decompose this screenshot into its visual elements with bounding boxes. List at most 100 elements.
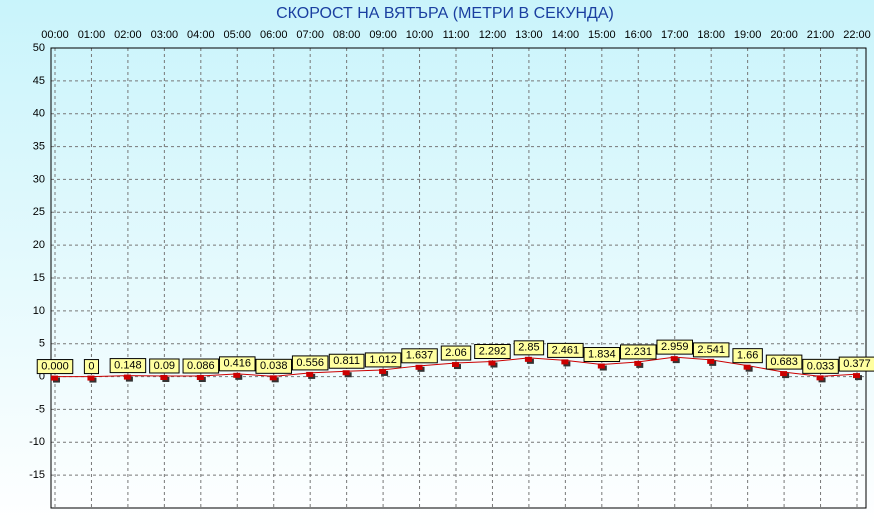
data-label-box [732, 348, 763, 364]
x-tick-label: 22:00 [843, 29, 871, 41]
data-label: 0.033 [802, 358, 839, 374]
data-label-text: 0.000 [41, 360, 69, 372]
data-label-text: 2.461 [552, 344, 580, 356]
marker [597, 363, 605, 369]
data-label: 0.000 [36, 359, 74, 375]
data-label-box [620, 344, 657, 360]
x-tick-label: 20:00 [770, 29, 798, 41]
data-label: 0.09 [149, 358, 180, 374]
marker [488, 360, 496, 366]
marker [379, 368, 387, 374]
marker [51, 375, 58, 381]
marker [634, 360, 642, 366]
y-tick-label: 40 [33, 108, 45, 120]
data-label-box [802, 358, 839, 374]
data-label: 0.086 [182, 358, 220, 374]
x-tick-label: 07:00 [296, 29, 324, 41]
marker [87, 375, 95, 381]
data-label-text: 0.556 [296, 357, 324, 369]
data-label-text: 0.086 [187, 360, 215, 372]
data-label-text: 2.541 [697, 344, 725, 356]
marker [196, 375, 204, 381]
x-tick-label: 08:00 [333, 29, 361, 41]
data-label: 2.85 [513, 340, 545, 356]
data-label-box [656, 339, 693, 355]
y-tick-label: 30 [33, 173, 45, 185]
y-tick-label: 50 [33, 42, 45, 54]
y-tick-label: 5 [39, 338, 45, 350]
x-tick-label: 21:00 [807, 29, 835, 41]
x-tick-label: 16:00 [625, 29, 653, 41]
data-label-text: 0 [88, 360, 94, 372]
y-tick-label: 0 [39, 370, 45, 382]
marker [123, 374, 131, 380]
data-label-box [513, 340, 545, 356]
x-tick-label: 05:00 [224, 29, 252, 41]
marker [524, 356, 532, 362]
x-tick-label: 14:00 [552, 29, 580, 41]
data-label: 2.959 [656, 339, 693, 355]
data-label-box [765, 354, 803, 370]
x-tick-label: 09:00 [369, 29, 397, 41]
data-label-box [291, 355, 329, 371]
marker [670, 356, 678, 362]
data-label-text: 0.038 [260, 360, 288, 372]
data-label-text: 0.148 [114, 360, 142, 372]
data-label-text: 0.033 [807, 360, 835, 372]
data-label: 2.461 [547, 342, 584, 358]
data-label-text: 1.012 [369, 354, 397, 366]
marker [160, 374, 168, 380]
data-label-box [328, 353, 365, 369]
data-label-box [401, 348, 438, 364]
data-label-box [219, 356, 256, 372]
data-label: 0.811 [328, 353, 365, 369]
data-label-text: 2.06 [445, 347, 466, 359]
y-tick-label: 20 [33, 239, 45, 251]
y-tick-label: 25 [33, 206, 45, 218]
data-label: 0.683 [765, 354, 803, 370]
data-label-text: 2.959 [661, 341, 689, 353]
data-label: 2.292 [474, 344, 511, 360]
x-tick-label: 01:00 [78, 29, 106, 41]
x-tick-label: 18:00 [697, 29, 725, 41]
x-tick-label: 13:00 [515, 29, 543, 41]
data-label: 0.148 [109, 358, 147, 374]
y-tick-label: -10 [29, 436, 45, 448]
data-label: 1.834 [583, 347, 621, 363]
marker [707, 358, 715, 364]
plot-frame [50, 47, 867, 509]
data-label-box [474, 344, 511, 360]
x-tick-label: 06:00 [260, 29, 288, 41]
data-label: 1.637 [401, 348, 438, 364]
data-label-text: 1.834 [588, 348, 616, 360]
marker [452, 362, 459, 368]
data-label-box [440, 345, 472, 361]
data-label: 2.231 [620, 344, 657, 360]
marker [233, 372, 241, 378]
marker [415, 364, 423, 370]
data-label: 2.541 [692, 342, 730, 358]
x-tick-label: 12:00 [479, 29, 507, 41]
data-label-text: 2.292 [479, 345, 507, 357]
data-label: 0 [83, 359, 100, 375]
y-tick-label: 35 [33, 140, 45, 152]
marker [853, 373, 860, 379]
x-tick-label: 19:00 [734, 29, 762, 41]
data-label-text: 0.416 [224, 358, 252, 370]
x-tick-label: 00:00 [41, 29, 69, 41]
x-tick-label: 02:00 [114, 29, 142, 41]
data-label-box [182, 358, 220, 374]
data-label-text: 0.09 [154, 360, 175, 372]
data-label: 0.556 [291, 355, 329, 371]
data-label-box [547, 342, 584, 358]
x-tick-label: 11:00 [443, 29, 470, 41]
data-label: 0.416 [219, 356, 256, 372]
marker [780, 371, 788, 377]
marker [561, 359, 569, 365]
x-tick-label: 10:00 [406, 29, 434, 41]
data-label-text: 0.377 [843, 358, 871, 370]
data-label-text: 2.85 [518, 342, 539, 354]
x-tick-label: 15:00 [588, 29, 616, 41]
